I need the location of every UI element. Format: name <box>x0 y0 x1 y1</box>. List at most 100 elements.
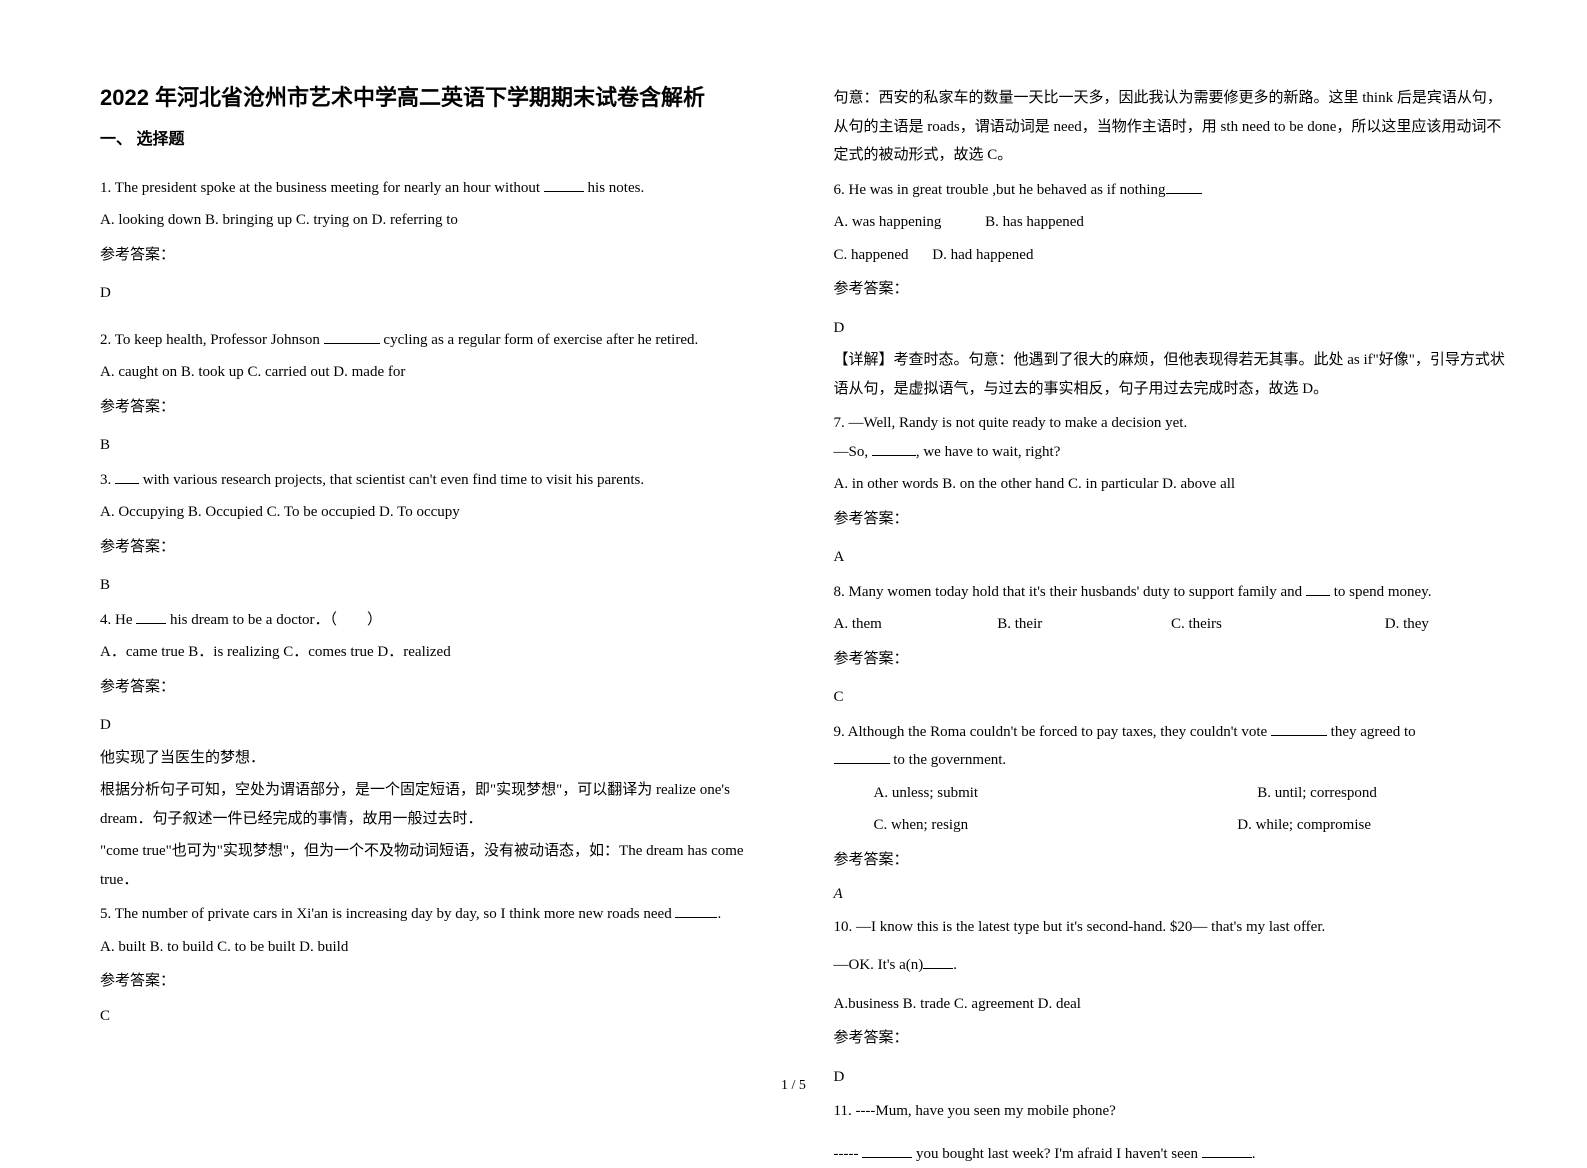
q6-opts-1: A. was happening B. has happened <box>834 208 1508 237</box>
q11-stem1: 11. ----Mum, have you seen my mobile pho… <box>834 1097 1508 1126</box>
q1-opts: A. looking down B. bringing up C. trying… <box>100 206 774 235</box>
q8-ans: C <box>834 683 1508 712</box>
q9-optB: B. until; correspond <box>1257 779 1377 808</box>
q7-stem2: —So, , we have to wait, right? <box>834 438 1508 467</box>
q6-optB: B. has happened <box>985 208 1084 237</box>
q4-ans: D <box>100 711 774 740</box>
answer-label: 参考答案： <box>100 967 774 996</box>
answer-label: 参考答案： <box>834 1024 1508 1053</box>
blank <box>1271 720 1327 736</box>
right-column: 句意：西安的私家车的数量一天比一天多，因此我认为需要修更多的新路。这里 thin… <box>814 80 1528 1082</box>
q3-stem: 3. with various research projects, that … <box>100 466 774 495</box>
q5-stem-a: 5. The number of private cars in Xi'an i… <box>100 906 675 922</box>
q4-exp1: 他实现了当医生的梦想． <box>100 744 774 773</box>
q1-stem-b: his notes. <box>584 180 644 196</box>
q5-opts: A. built B. to build C. to be built D. b… <box>100 933 774 962</box>
q5-exp: 句意：西安的私家车的数量一天比一天多，因此我认为需要修更多的新路。这里 thin… <box>834 84 1508 170</box>
q4-stem-a: 4. He <box>100 612 136 628</box>
q10-stem1: 10. —I know this is the latest type but … <box>834 913 1508 942</box>
q8-stem-b: to spend money. <box>1330 584 1432 600</box>
blank <box>544 176 584 192</box>
q9-stem-b: they agreed to <box>1327 724 1416 740</box>
q5-ans: C <box>100 1002 774 1031</box>
q3-stem-b: with various research projects, that sci… <box>139 472 644 488</box>
answer-label: 参考答案： <box>834 645 1508 674</box>
q6-optC: C. happened <box>834 241 909 270</box>
answer-label: 参考答案： <box>100 393 774 422</box>
q1-stem-a: 1. The president spoke at the business m… <box>100 180 544 196</box>
blank <box>923 953 953 969</box>
q6-stem-a: 6. He was in great trouble ,but he behav… <box>834 182 1166 198</box>
q4-stem: 4. He his dream to be a doctor．（ ） <box>100 606 774 635</box>
q2-stem-b: cycling as a regular form of exercise af… <box>380 332 699 348</box>
q10-opts: A.business B. trade C. agreement D. deal <box>834 990 1508 1019</box>
q9-optD: D. while; compromise <box>1237 811 1371 840</box>
q4-exp2: 根据分析句子可知，空处为谓语部分，是一个固定短语，即"实现梦想"，可以翻译为 r… <box>100 776 774 833</box>
q5-stem: 5. The number of private cars in Xi'an i… <box>100 900 774 929</box>
q7-stem2a: —So, <box>834 444 872 460</box>
q8-optD: D. they <box>1385 610 1429 639</box>
q2-opts: A. caught on B. took up C. carried out D… <box>100 358 774 387</box>
q8-optC: C. theirs <box>1171 610 1381 639</box>
q4-opts: A．came true B．is realizing C．comes true … <box>100 638 774 667</box>
q2-stem-a: 2. To keep health, Professor Johnson <box>100 332 324 348</box>
blank <box>862 1142 912 1158</box>
q5-stem-b: . <box>717 906 721 922</box>
q9-stem-a: 9. Although the Roma couldn't be forced … <box>834 724 1271 740</box>
q1-stem: 1. The president spoke at the business m… <box>100 174 774 203</box>
q6-optA: A. was happening <box>834 208 942 237</box>
doc-title: 2022 年河北省沧州市艺术中学高二英语下学期期末试卷含解析 <box>100 80 774 115</box>
q4-stem-b: his dream to be a doctor．（ ） <box>166 612 382 628</box>
q10-stem2: —OK. It's a(n). <box>834 951 1508 980</box>
q2-stem: 2. To keep health, Professor Johnson cyc… <box>100 326 774 355</box>
blank <box>872 440 916 456</box>
blank <box>136 608 166 624</box>
q6-exp: 【详解】考查时态。句意：他遇到了很大的麻烦，但他表现得若无其事。此处 as if… <box>834 346 1508 403</box>
q9-opts-1: A. unless; submit B. until; correspond <box>834 779 1508 808</box>
left-column: 2022 年河北省沧州市艺术中学高二英语下学期期末试卷含解析 一、 选择题 1.… <box>100 80 814 1082</box>
q3-ans: B <box>100 571 774 600</box>
q10-stem2b: . <box>953 957 957 973</box>
q8-stem-a: 8. Many women today hold that it's their… <box>834 584 1306 600</box>
q8-stem: 8. Many women today hold that it's their… <box>834 578 1508 607</box>
answer-label: 参考答案： <box>100 533 774 562</box>
q6-stem: 6. He was in great trouble ,but he behav… <box>834 176 1508 205</box>
q11-stem2c: . <box>1252 1146 1256 1162</box>
q11-stem2: ----- you bought last week? I'm afraid I… <box>834 1140 1508 1168</box>
q9-stem-c: to the government. <box>890 752 1007 768</box>
blank <box>115 468 139 484</box>
q2-ans: B <box>100 431 774 460</box>
answer-label: 参考答案： <box>100 241 774 270</box>
q6-ans: D <box>834 314 1508 343</box>
section-1-head: 一、 选择题 <box>100 125 774 155</box>
page-number: 1 / 5 <box>0 1078 1587 1094</box>
blank <box>1202 1142 1252 1158</box>
q1-ans: D <box>100 279 774 308</box>
answer-label: 参考答案： <box>834 505 1508 534</box>
page-root: 2022 年河北省沧州市艺术中学高二英语下学期期末试卷含解析 一、 选择题 1.… <box>0 0 1587 1122</box>
answer-label: 参考答案： <box>834 275 1508 304</box>
blank <box>1306 580 1330 596</box>
q7-stem2b: , we have to wait, right? <box>916 444 1061 460</box>
q11-stem2b: you bought last week? I'm afraid I haven… <box>912 1146 1201 1162</box>
q7-opts: A. in other words B. on the other hand C… <box>834 470 1508 499</box>
q6-opts-2: C. happened D. had happened <box>834 241 1508 270</box>
q8-opts: A. them B. their C. theirs D. they <box>834 610 1508 639</box>
q8-optA: A. them <box>834 610 994 639</box>
q3-opts: A. Occupying B. Occupied C. To be occupi… <box>100 498 774 527</box>
q4-exp3: "come true"也可为"实现梦想"，但为一个不及物动词短语，没有被动语态，… <box>100 837 774 894</box>
answer-label: 参考答案： <box>834 846 1508 875</box>
q9-optC: C. when; resign <box>874 811 1234 840</box>
blank <box>834 748 890 764</box>
blank <box>1166 178 1202 194</box>
blank <box>675 902 717 918</box>
q7-ans: A <box>834 543 1508 572</box>
q9-opts-2: C. when; resign D. while; compromise <box>834 811 1508 840</box>
q6-optD: D. had happened <box>932 241 1033 270</box>
q8-optB: B. their <box>997 610 1167 639</box>
q7-stem1: 7. —Well, Randy is not quite ready to ma… <box>834 409 1508 438</box>
blank <box>324 328 380 344</box>
answer-label: 参考答案： <box>100 673 774 702</box>
q11-stem2a: ----- <box>834 1146 863 1162</box>
q9-optA: A. unless; submit <box>874 779 1254 808</box>
